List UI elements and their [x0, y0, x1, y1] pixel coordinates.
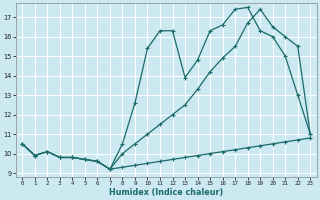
X-axis label: Humidex (Indice chaleur): Humidex (Indice chaleur)	[109, 188, 223, 197]
